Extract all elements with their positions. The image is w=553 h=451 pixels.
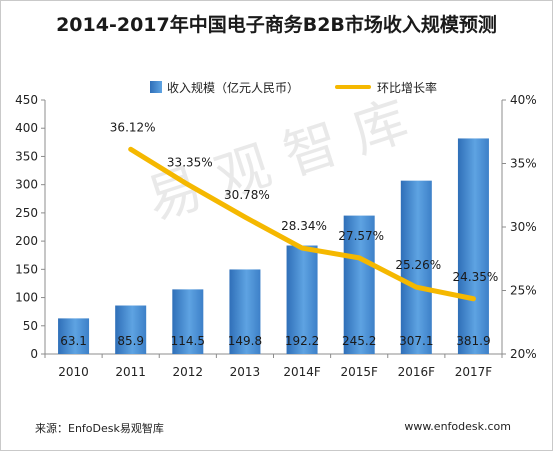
x-tick-label: 2014F xyxy=(283,365,321,379)
bar-value-label: 307.1 xyxy=(399,334,433,348)
bar xyxy=(115,305,147,354)
growth-rate-label: 25.26% xyxy=(395,258,441,272)
x-tick-label: 2011 xyxy=(115,365,146,379)
x-tick-label: 2010 xyxy=(58,365,89,379)
bar xyxy=(457,138,489,354)
footer-source: 来源：EnfoDesk易观智库 xyxy=(35,422,164,435)
y-left-tick-label: 300 xyxy=(15,178,38,192)
y-right-tick-label: 40% xyxy=(510,93,537,107)
bar-value-label: 114.5 xyxy=(171,334,205,348)
bar xyxy=(172,289,204,354)
bar xyxy=(58,318,90,354)
legend: 收入规模（亿元人民币） 环比增长率 xyxy=(150,78,437,96)
y-left-tick-label: 100 xyxy=(15,291,38,305)
legend-line-swatch xyxy=(335,85,372,89)
growth-rate-label: 30.78% xyxy=(224,188,270,202)
bar-value-label: 85.9 xyxy=(117,334,144,348)
growth-rate-label: 24.35% xyxy=(453,270,499,284)
y-left-tick-label: 400 xyxy=(15,121,38,135)
growth-rate-label: 33.35% xyxy=(167,155,213,169)
bar xyxy=(286,245,318,354)
growth-rate-label: 28.34% xyxy=(281,219,327,233)
bar xyxy=(343,215,375,354)
legend-line-label: 环比增长率 xyxy=(377,80,438,95)
y-right-tick-label: 30% xyxy=(510,220,537,234)
bar-value-label: 192.2 xyxy=(285,334,319,348)
y-right-tick-label: 35% xyxy=(510,157,537,171)
bar-value-label: 63.1 xyxy=(60,334,87,348)
x-tick-label: 2016F xyxy=(398,365,436,379)
bar-value-label: 149.8 xyxy=(228,334,262,348)
bar-value-label: 245.2 xyxy=(342,334,376,348)
y-left-tick-label: 350 xyxy=(15,149,38,163)
legend-bar-label: 收入规模（亿元人民币） xyxy=(167,80,300,95)
y-left-tick-label: 50 xyxy=(23,319,38,333)
chart-title: 2014-2017年中国电子商务B2B市场收入规模预测 xyxy=(56,14,497,36)
y-left-tick-label: 250 xyxy=(15,206,38,220)
bar xyxy=(229,269,261,354)
legend-bar-swatch xyxy=(150,81,162,93)
x-tick-label: 2017F xyxy=(455,365,493,379)
y-right-tick-label: 25% xyxy=(510,284,537,298)
bar-value-label: 381.9 xyxy=(456,334,490,348)
growth-rate-label: 27.57% xyxy=(338,229,384,243)
y-left-tick-label: 0 xyxy=(30,347,38,361)
growth-rate-label: 36.12% xyxy=(110,120,156,134)
x-tick-label: 2012 xyxy=(173,365,204,379)
bar xyxy=(400,180,432,354)
footer-website: www.enfodesk.com xyxy=(404,420,511,433)
y-left-tick-label: 200 xyxy=(15,234,38,248)
y-left-tick-label: 450 xyxy=(15,93,38,107)
y-left-tick-label: 150 xyxy=(15,262,38,276)
x-tick-label: 2015F xyxy=(340,365,378,379)
y-right-tick-label: 20% xyxy=(510,347,537,361)
x-tick-label: 2013 xyxy=(230,365,261,379)
